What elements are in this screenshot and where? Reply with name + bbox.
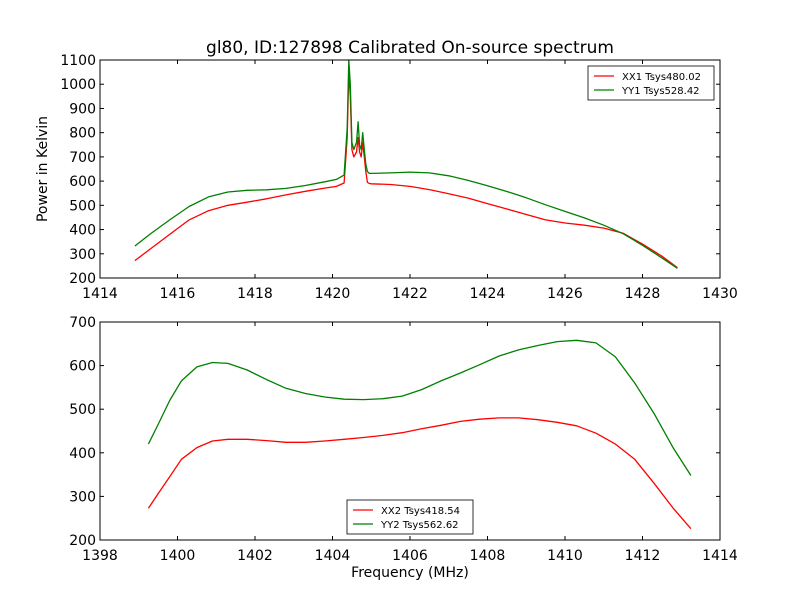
- y-tick-label: 600: [69, 359, 96, 375]
- legend-label: XX2 Tsys418.54: [381, 506, 460, 517]
- x-tick-label: 1418: [237, 286, 273, 302]
- x-tick-label: 1430: [702, 286, 738, 302]
- y-tick-label: 700: [69, 150, 96, 166]
- y-tick-label: 1000: [60, 77, 96, 93]
- x-tick-label: 1414: [82, 286, 118, 302]
- x-tick-label: 1406: [392, 548, 428, 564]
- legend-label: YY1 Tsys528.42: [621, 86, 700, 97]
- top-plot-ylabel: Power in Kelvin: [35, 116, 51, 222]
- y-tick-label: 300: [69, 247, 96, 263]
- series-line-2: [147, 339, 692, 476]
- y-tick-label: 700: [69, 315, 96, 331]
- y-tick-label: 200: [69, 271, 96, 287]
- legend-label: XX1 Tsys480.02: [622, 72, 701, 83]
- y-tick-label: 300: [69, 489, 96, 505]
- y-tick-label: 500: [69, 402, 96, 418]
- legend-box: [346, 499, 474, 535]
- x-tick-label: 1404: [315, 548, 351, 564]
- x-tick-label: 1402: [237, 548, 273, 564]
- y-tick-label: 500: [69, 198, 96, 214]
- series-line-1: [147, 417, 692, 530]
- y-tick-label: 200: [69, 533, 96, 549]
- x-tick-label: 1426: [547, 286, 583, 302]
- top-spectrum-plot: gl80, ID:127898 Calibrated On-source spe…: [35, 38, 738, 302]
- legend-box: [587, 65, 715, 101]
- x-tick-label: 1428: [625, 286, 661, 302]
- x-tick-label: 1420: [315, 286, 351, 302]
- y-tick-label: 1100: [60, 53, 96, 69]
- x-tick-label: 1410: [547, 548, 583, 564]
- x-tick-label: 1400: [160, 548, 196, 564]
- x-tick-label: 1424: [470, 286, 506, 302]
- y-tick-label: 400: [69, 446, 96, 462]
- x-tick-label: 1412: [625, 548, 661, 564]
- legend-label: YY2 Tsys562.62: [380, 520, 459, 531]
- y-tick-label: 900: [69, 101, 96, 117]
- top-plot-title: gl80, ID:127898 Calibrated On-source spe…: [206, 38, 614, 58]
- bottom-plot-xlabel: Frequency (MHz): [351, 565, 469, 581]
- x-tick-label: 1408: [470, 548, 506, 564]
- x-tick-label: 1414: [702, 548, 738, 564]
- y-tick-label: 400: [69, 223, 96, 239]
- series-line-1: [134, 71, 678, 269]
- x-tick-label: 1416: [160, 286, 196, 302]
- series-line-2: [134, 60, 678, 269]
- y-tick-label: 800: [69, 126, 96, 142]
- y-tick-label: 600: [69, 174, 96, 190]
- x-tick-label: 1422: [392, 286, 428, 302]
- x-tick-label: 1398: [82, 548, 118, 564]
- bottom-spectrum-plot: Frequency (MHz) 1398 1400 1402 1404 1406 1408…: [69, 315, 738, 581]
